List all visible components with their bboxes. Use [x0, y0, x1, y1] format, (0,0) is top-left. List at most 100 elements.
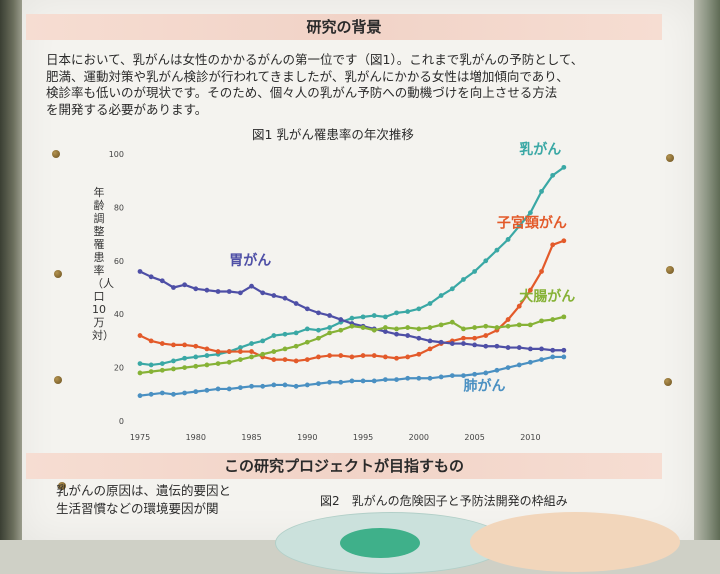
pushpin — [54, 376, 62, 384]
data-point — [416, 326, 422, 332]
data-point — [461, 326, 466, 332]
series-line — [139, 239, 565, 363]
data-point — [327, 325, 333, 330]
data-point — [449, 373, 455, 379]
data-point — [338, 327, 344, 333]
data-point — [461, 277, 466, 282]
data-point — [226, 386, 232, 392]
data-point — [472, 269, 478, 274]
section-header-background: 研究の背景 — [26, 14, 662, 40]
y-tick-label: 80 — [114, 203, 124, 212]
y-tick-label: 20 — [114, 364, 124, 373]
data-point — [249, 349, 254, 354]
data-point — [204, 346, 210, 352]
data-point — [237, 345, 243, 350]
data-point — [516, 303, 522, 309]
data-point — [182, 390, 188, 396]
data-point — [204, 353, 210, 358]
data-point — [461, 341, 466, 346]
data-point — [494, 325, 500, 330]
data-point — [237, 357, 243, 362]
data-point — [316, 327, 321, 333]
data-point — [204, 287, 210, 293]
chart-title: 図1 乳がん罹患率の年次推移 — [252, 127, 414, 142]
data-point — [494, 247, 500, 253]
data-point — [382, 325, 388, 330]
data-point — [494, 367, 500, 373]
data-point — [338, 317, 344, 322]
y-tick-label: 100 — [109, 150, 124, 159]
pushpin — [666, 266, 674, 274]
data-point — [182, 282, 188, 288]
data-point — [293, 330, 299, 336]
bottom-line: 生活習慣などの環境要因が関 — [56, 501, 219, 516]
data-point — [382, 354, 388, 360]
data-point — [293, 343, 299, 349]
data-point — [561, 347, 567, 353]
data-point — [349, 315, 355, 321]
pushpin — [666, 154, 674, 162]
framework-green-shape — [340, 528, 420, 558]
data-point — [215, 289, 221, 294]
pushpin — [54, 270, 62, 278]
data-point — [472, 335, 478, 341]
data-point — [137, 370, 143, 376]
data-point — [271, 293, 277, 298]
data-point — [327, 353, 333, 358]
data-point — [505, 365, 511, 370]
data-point — [516, 322, 522, 328]
data-point — [304, 326, 310, 332]
data-point — [394, 377, 399, 383]
intro-paragraph: 日本において、乳がんは女性のかかるがんの第一位です（図1）。これまで乳がんの予防… — [46, 52, 666, 118]
data-point — [405, 309, 411, 314]
data-point — [193, 286, 199, 292]
data-point — [561, 314, 567, 320]
background-wall-right — [694, 0, 720, 540]
data-point — [394, 355, 399, 361]
data-point — [561, 354, 567, 360]
data-point — [449, 319, 455, 325]
data-point — [260, 351, 266, 357]
data-point — [282, 357, 288, 362]
data-point — [371, 327, 377, 333]
data-point — [472, 325, 478, 330]
data-point — [349, 378, 355, 384]
data-point — [182, 342, 188, 348]
data-point — [539, 318, 544, 324]
data-point — [550, 317, 556, 322]
data-point — [159, 367, 165, 373]
series-line — [139, 270, 564, 352]
pushpin — [52, 150, 60, 158]
data-point — [137, 361, 143, 366]
data-point — [182, 355, 188, 361]
series-label: 肺がん — [463, 377, 505, 394]
data-point — [215, 361, 221, 366]
data-point — [438, 339, 444, 345]
data-point — [159, 278, 165, 284]
data-point — [550, 172, 556, 178]
data-point — [327, 379, 333, 385]
data-point — [505, 237, 511, 242]
x-tick-label: 2010 — [520, 433, 540, 442]
pushpin — [58, 482, 66, 490]
data-point — [438, 322, 444, 328]
data-point — [316, 354, 321, 360]
data-point — [193, 354, 199, 360]
data-point — [360, 353, 366, 358]
data-point — [171, 358, 176, 364]
data-point — [550, 354, 556, 360]
data-point — [193, 389, 199, 395]
data-point — [148, 274, 154, 280]
intro-line: 肥満、運動対策や乳がん検診が行われてきましたが、乳がんにかかる女性は増加傾向であ… — [46, 68, 569, 84]
data-point — [182, 365, 188, 370]
series-label: 大腸がん — [519, 288, 575, 305]
data-point — [405, 333, 411, 338]
data-point — [237, 385, 243, 391]
intro-line: を開発する必要があります。 — [46, 101, 208, 117]
data-point — [461, 373, 466, 379]
bottom-line: 乳がんの原因は、遺伝的要因と — [56, 483, 232, 498]
data-point — [405, 325, 411, 330]
series-label: 子宮頸がん — [497, 214, 567, 231]
data-point — [215, 349, 221, 354]
data-point — [260, 290, 266, 296]
